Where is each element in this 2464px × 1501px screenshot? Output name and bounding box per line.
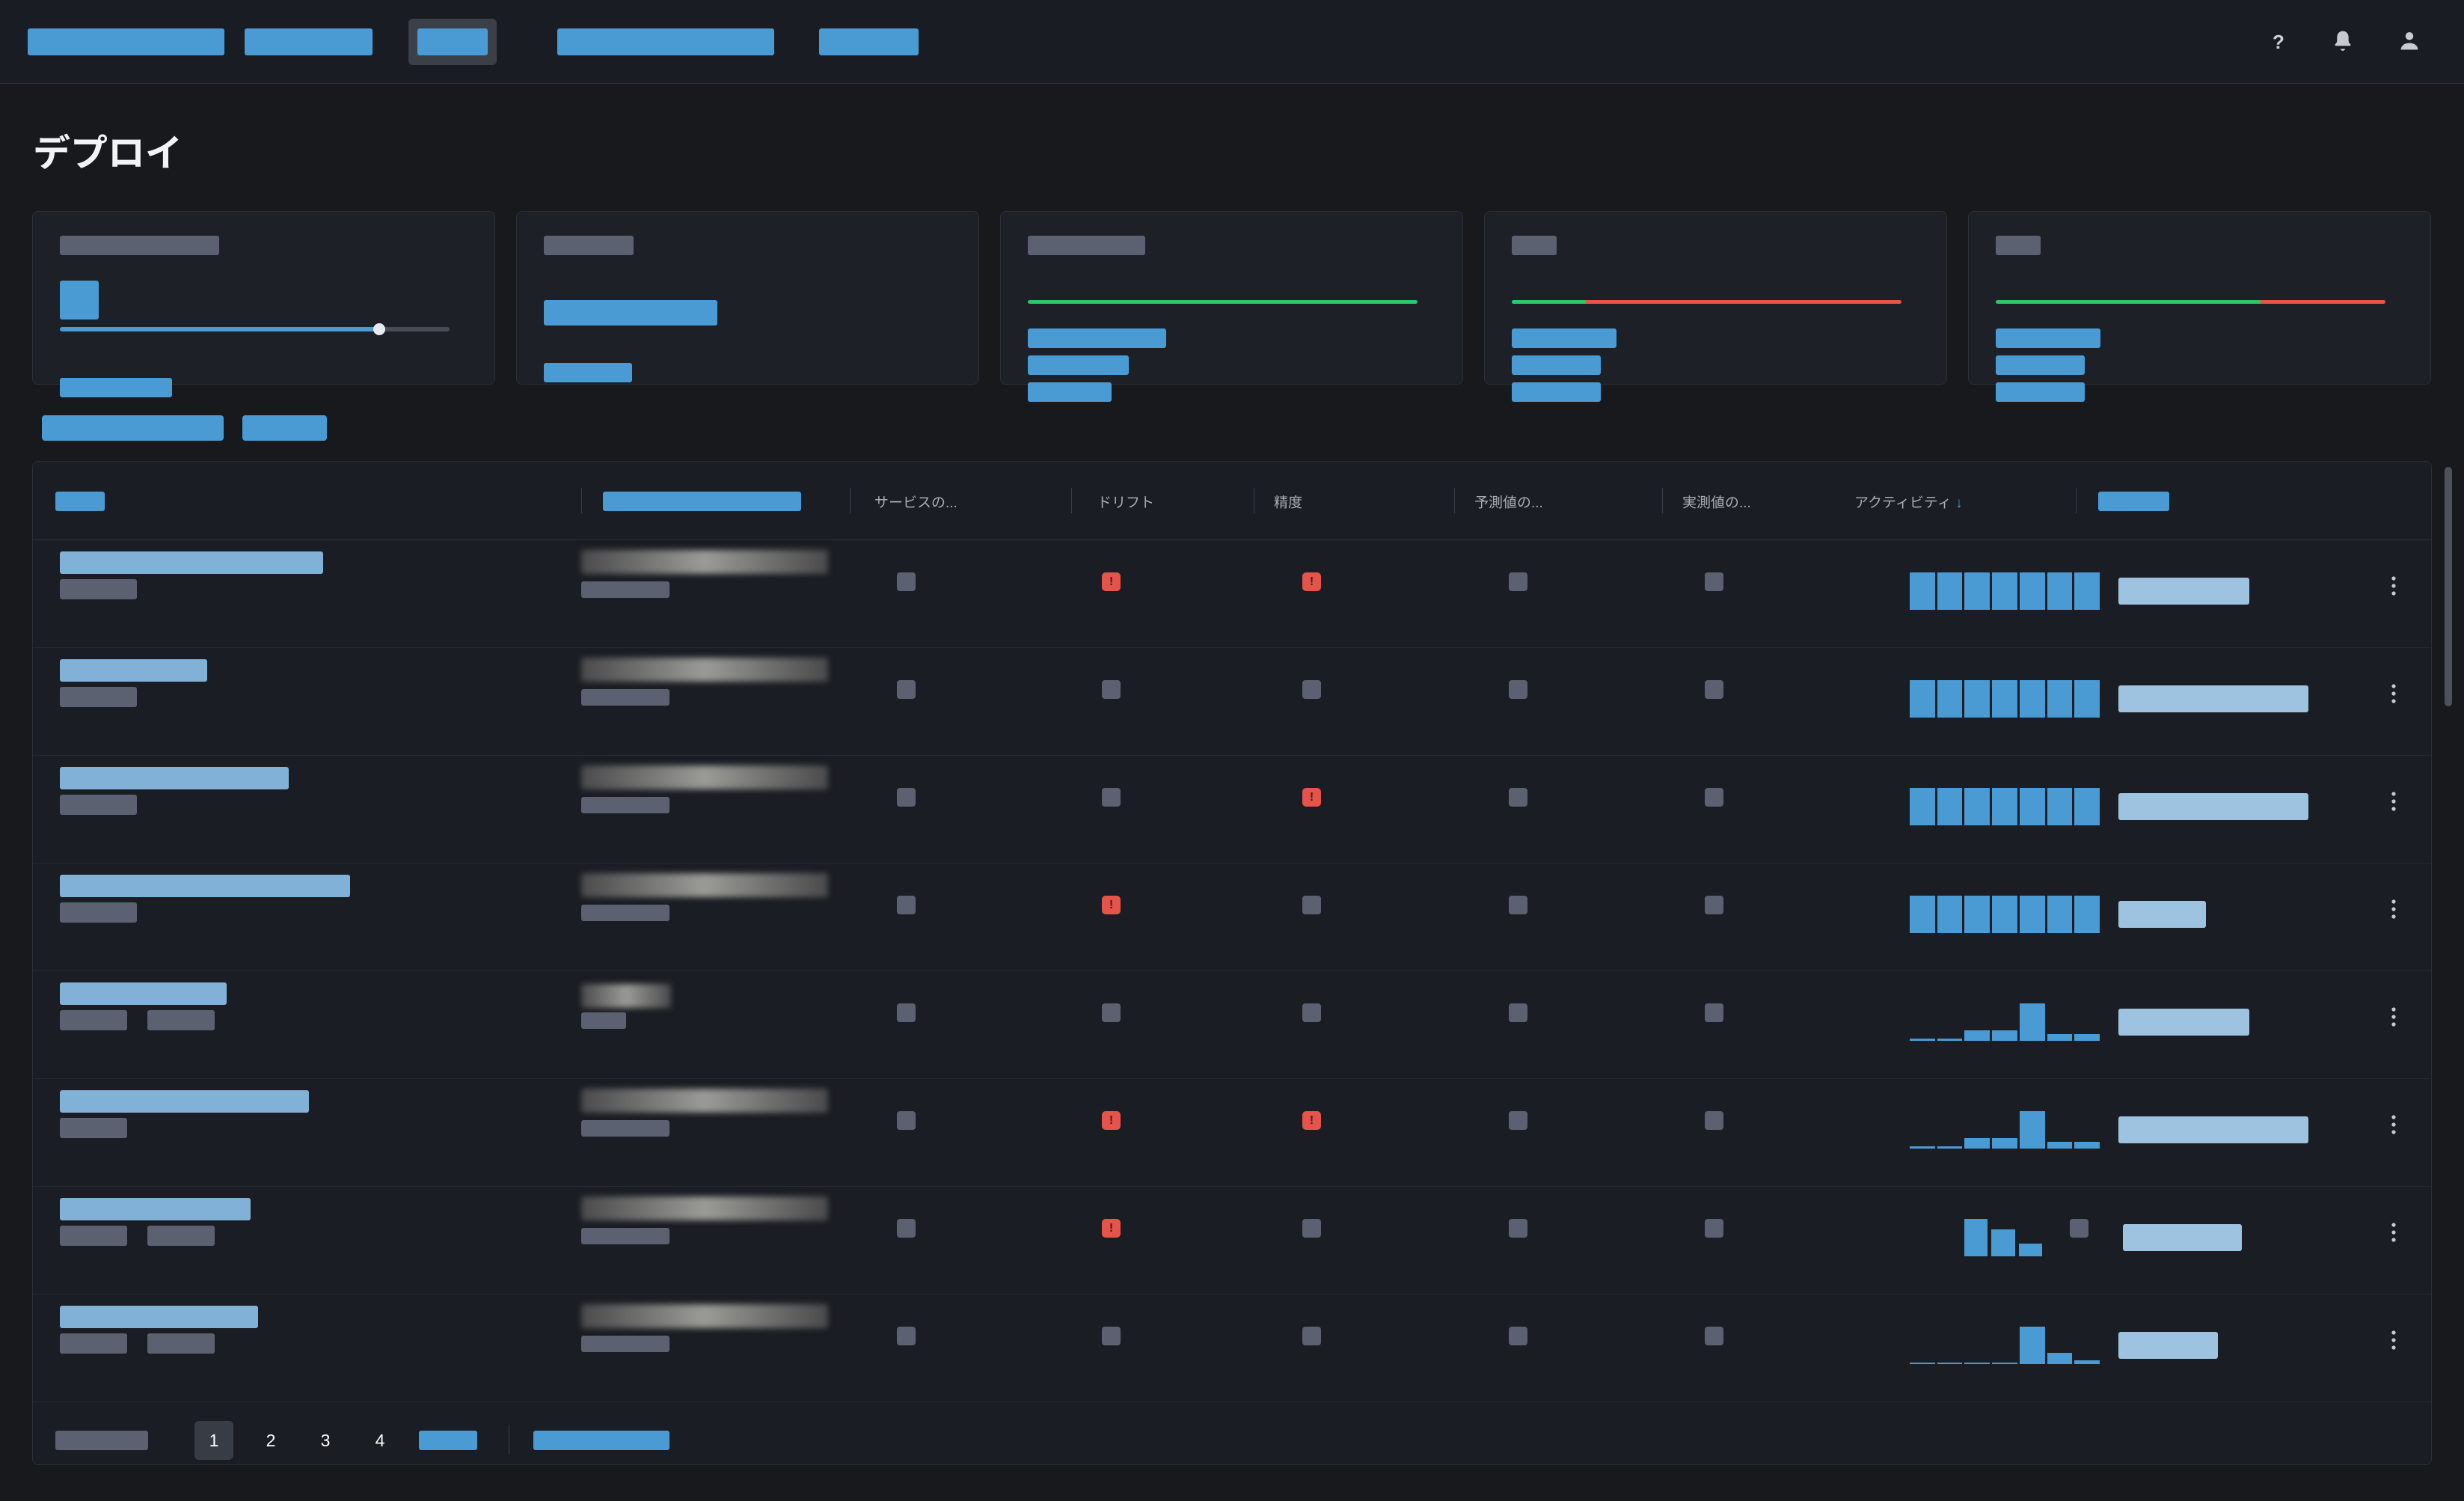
svg-text:?: ? <box>2273 31 2284 53</box>
